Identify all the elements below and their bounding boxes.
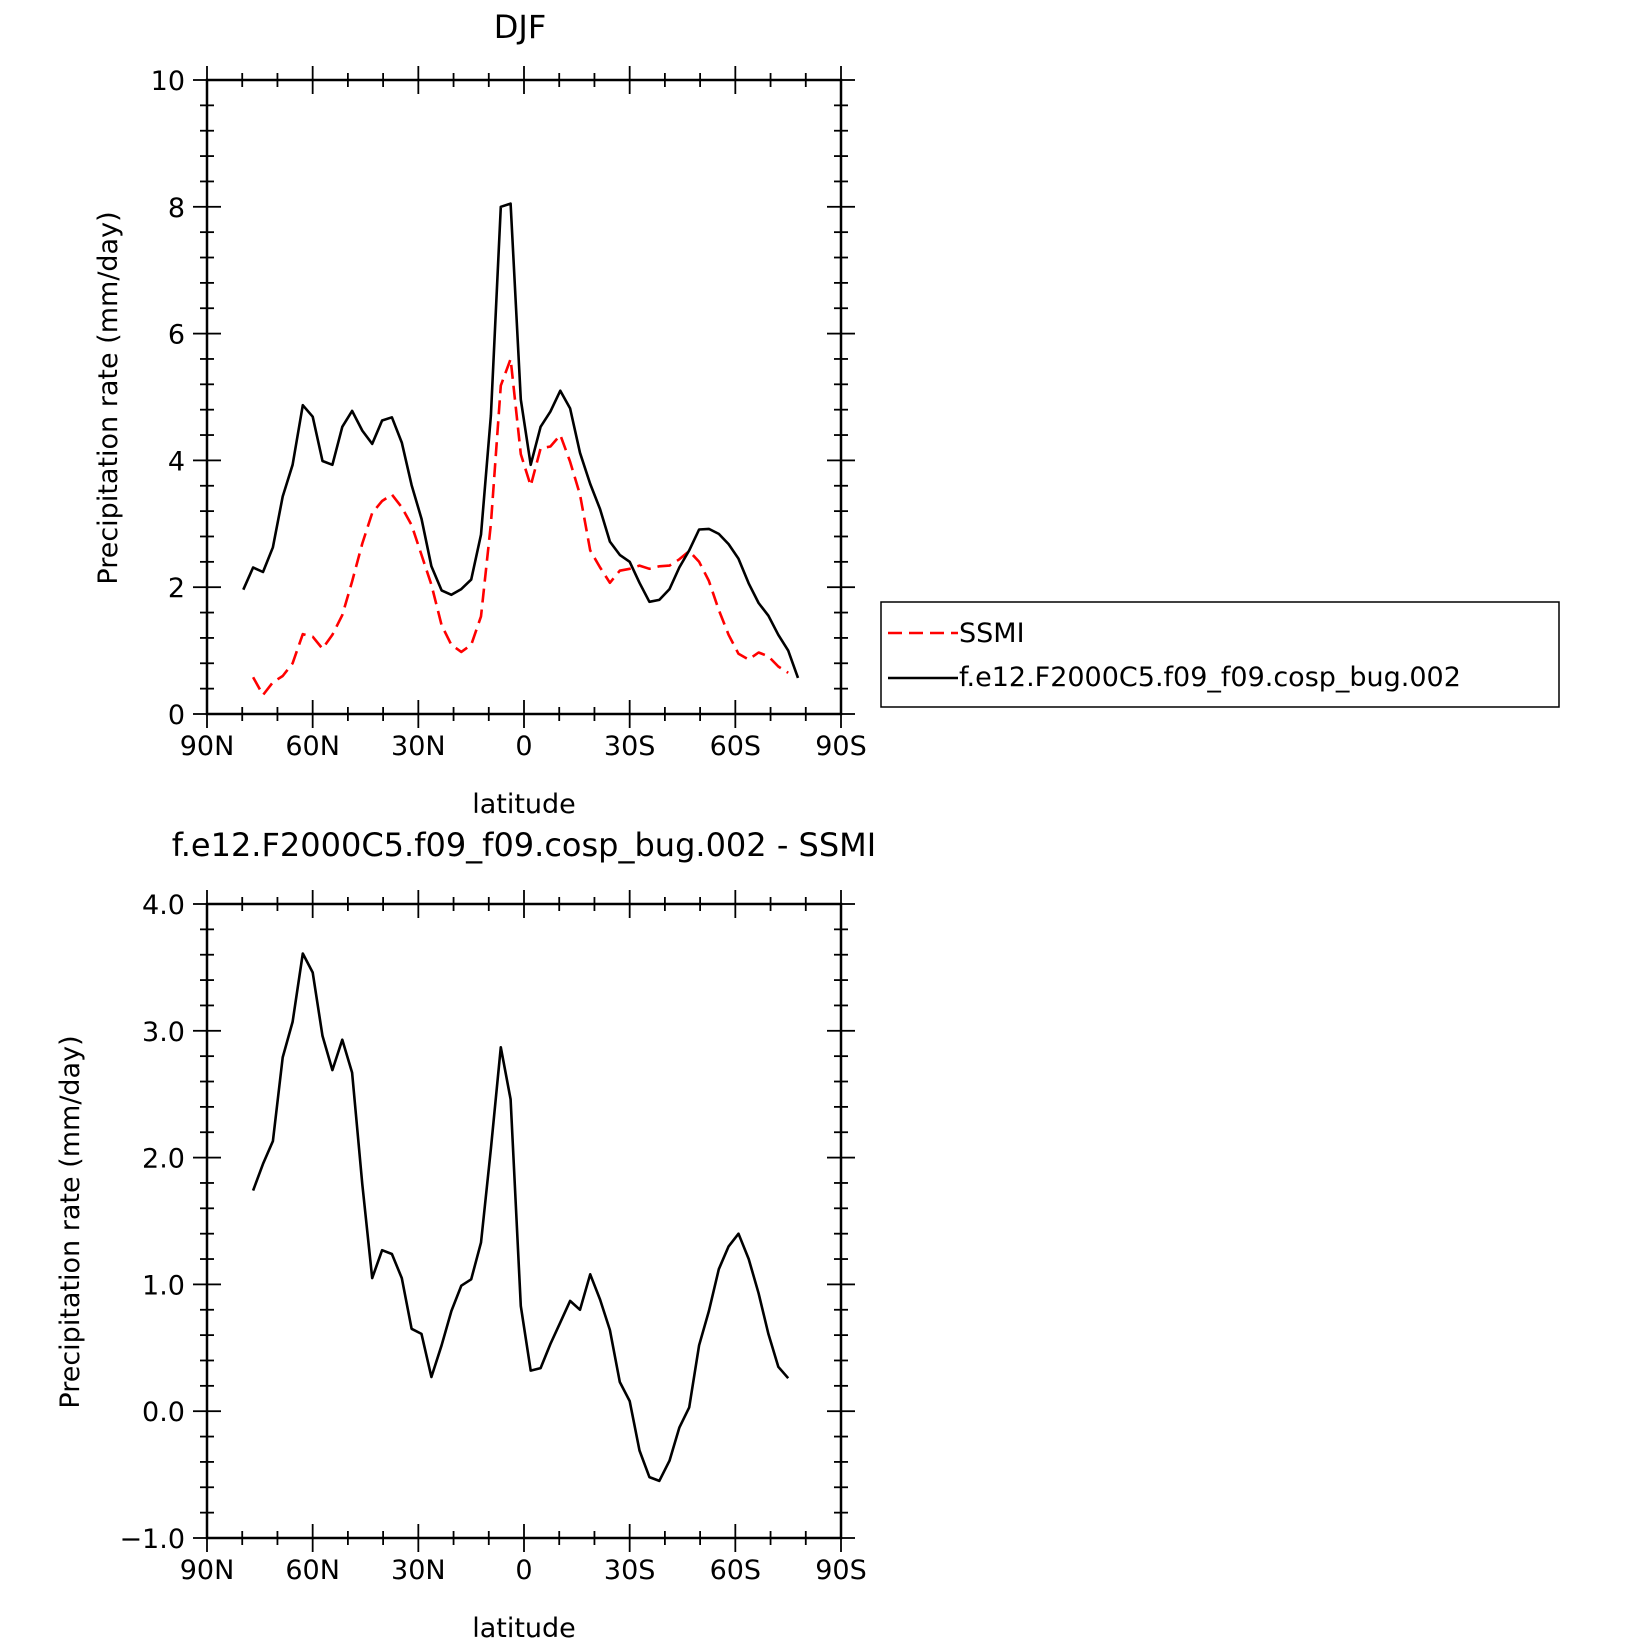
bottom-x-tick-labels: 90N 60N 30N 0 30S 60S 90S bbox=[180, 1555, 867, 1586]
bottom-panel: f.e12.F2000C5.f09_f09.cosp_bug.002 - SSM… bbox=[55, 826, 876, 1644]
top-x-axis-label: latitude bbox=[472, 789, 576, 820]
bottom-title: f.e12.F2000C5.f09_f09.cosp_bug.002 - SSM… bbox=[172, 826, 876, 864]
top-lines bbox=[242, 202, 800, 697]
y-tick-label: 3.0 bbox=[142, 1017, 185, 1048]
top-panel: DJF 0 2 4 6 8 10 90N 60N 30N 0 30S 60S 90S latitude… bbox=[93, 8, 1560, 820]
top-title: DJF bbox=[494, 8, 546, 46]
bottom-y-tick-labels: −1.0 0.0 1.0 2.0 3.0 4.0 bbox=[119, 890, 185, 1555]
y-tick-label: 8 bbox=[168, 193, 185, 224]
y-tick-label: 6 bbox=[168, 320, 185, 351]
x-tick-label: 30S bbox=[604, 1555, 656, 1586]
legend-label-model: f.e12.F2000C5.f09_f09.cosp_bug.002 bbox=[959, 662, 1461, 693]
x-tick-label: 30N bbox=[391, 1555, 446, 1586]
top-y-axis-label: Precipitation rate (mm/day) bbox=[93, 211, 124, 584]
top-x-tick-labels: 90N 60N 30N 0 30S 60S 90S bbox=[180, 731, 867, 762]
x-tick-label: 60N bbox=[285, 1555, 340, 1586]
x-tick-label: 60S bbox=[710, 731, 762, 762]
top-plot-frame bbox=[205, 78, 843, 716]
x-tick-label: 90N bbox=[180, 731, 235, 762]
bottom-x-axis-label: latitude bbox=[472, 1613, 576, 1644]
series-line-f-e12-f2000c5-f09-f09-cosp-bug-002 bbox=[242, 202, 800, 679]
bottom-ticks bbox=[193, 890, 855, 1552]
series-line-difference bbox=[251, 952, 790, 1483]
bottom-plot-frame bbox=[205, 902, 843, 1540]
x-tick-label: 90S bbox=[815, 731, 867, 762]
x-tick-label: 0 bbox=[515, 731, 532, 762]
x-tick-label: 30S bbox=[604, 731, 656, 762]
x-tick-label: 60S bbox=[710, 1555, 762, 1586]
x-tick-label: 30N bbox=[391, 731, 446, 762]
legend: SSMI f.e12.F2000C5.f09_f09.cosp_bug.002 bbox=[880, 601, 1560, 708]
bottom-lines bbox=[251, 952, 790, 1483]
y-tick-label: 10 bbox=[151, 66, 185, 97]
legend-label-ssmi: SSMI bbox=[959, 618, 1025, 649]
x-tick-label: 60N bbox=[285, 731, 340, 762]
x-tick-label: 0 bbox=[515, 1555, 532, 1586]
legend-box bbox=[880, 601, 1560, 708]
bottom-y-axis-label: Precipitation rate (mm/day) bbox=[55, 1035, 86, 1408]
y-tick-label: 1.0 bbox=[142, 1270, 185, 1301]
top-ticks bbox=[193, 66, 855, 728]
series-line-ssmi bbox=[251, 357, 789, 697]
x-tick-label: 90S bbox=[815, 1555, 867, 1586]
top-y-tick-labels: 0 2 4 6 8 10 bbox=[151, 66, 185, 731]
y-tick-label: 4 bbox=[168, 446, 185, 477]
y-tick-label: −1.0 bbox=[119, 1524, 185, 1555]
y-tick-label: 2.0 bbox=[142, 1144, 185, 1175]
y-tick-label: 0 bbox=[168, 700, 185, 731]
y-tick-label: 0.0 bbox=[142, 1397, 185, 1428]
y-tick-label: 4.0 bbox=[142, 890, 185, 921]
x-tick-label: 90N bbox=[180, 1555, 235, 1586]
y-tick-label: 2 bbox=[168, 573, 185, 604]
